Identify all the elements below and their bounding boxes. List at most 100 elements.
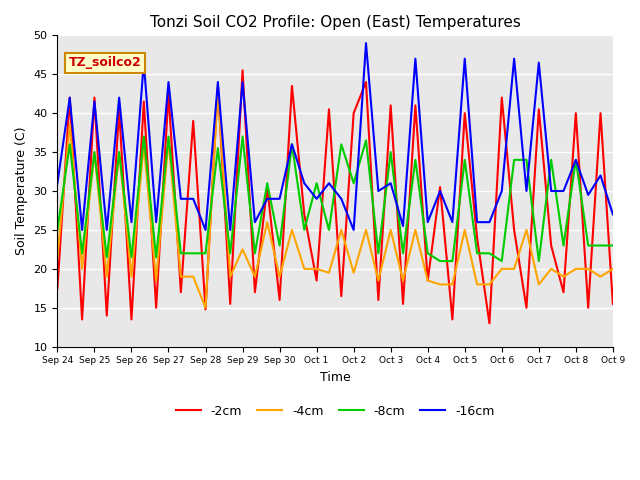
-4cm bbox=[559, 274, 567, 279]
-2cm bbox=[510, 227, 518, 233]
-8cm bbox=[596, 242, 604, 248]
-16cm bbox=[177, 196, 185, 202]
Line: -16cm: -16cm bbox=[58, 43, 613, 230]
-16cm bbox=[337, 196, 345, 202]
-4cm bbox=[436, 282, 444, 288]
-4cm bbox=[140, 142, 148, 147]
-2cm bbox=[374, 297, 382, 303]
-8cm bbox=[140, 133, 148, 139]
-8cm bbox=[127, 254, 135, 260]
-16cm bbox=[152, 219, 160, 225]
-16cm bbox=[276, 196, 284, 202]
-2cm bbox=[535, 107, 543, 112]
-4cm bbox=[510, 266, 518, 272]
-16cm bbox=[449, 219, 456, 225]
-2cm bbox=[78, 317, 86, 323]
-16cm bbox=[189, 196, 197, 202]
-4cm bbox=[325, 270, 333, 276]
-8cm bbox=[78, 251, 86, 256]
-2cm bbox=[461, 110, 468, 116]
-16cm bbox=[523, 188, 531, 194]
-8cm bbox=[387, 149, 394, 155]
-16cm bbox=[473, 219, 481, 225]
-8cm bbox=[264, 180, 271, 186]
-16cm bbox=[164, 79, 172, 85]
-8cm bbox=[313, 180, 321, 186]
-8cm bbox=[424, 251, 431, 256]
-4cm bbox=[91, 149, 99, 155]
-16cm bbox=[609, 212, 617, 217]
-8cm bbox=[251, 251, 259, 256]
-2cm bbox=[152, 305, 160, 311]
-8cm bbox=[498, 258, 506, 264]
-4cm bbox=[535, 282, 543, 288]
-2cm bbox=[251, 289, 259, 295]
-16cm bbox=[374, 188, 382, 194]
-8cm bbox=[91, 149, 99, 155]
-4cm bbox=[214, 87, 221, 93]
-4cm bbox=[498, 266, 506, 272]
-8cm bbox=[239, 133, 246, 139]
-4cm bbox=[424, 277, 431, 283]
-4cm bbox=[66, 122, 74, 128]
-4cm bbox=[387, 227, 394, 233]
-2cm bbox=[91, 95, 99, 100]
-2cm bbox=[288, 83, 296, 89]
-16cm bbox=[350, 227, 358, 233]
-8cm bbox=[152, 254, 160, 260]
-8cm bbox=[66, 142, 74, 147]
-4cm bbox=[239, 247, 246, 252]
-2cm bbox=[449, 317, 456, 323]
-2cm bbox=[54, 286, 61, 291]
-4cm bbox=[288, 227, 296, 233]
-8cm bbox=[609, 242, 617, 248]
-8cm bbox=[572, 157, 580, 163]
Legend: -2cm, -4cm, -8cm, -16cm: -2cm, -4cm, -8cm, -16cm bbox=[171, 400, 500, 423]
-16cm bbox=[399, 223, 407, 229]
-16cm bbox=[486, 219, 493, 225]
Line: -8cm: -8cm bbox=[58, 136, 613, 261]
-4cm bbox=[350, 270, 358, 276]
-4cm bbox=[584, 266, 592, 272]
-2cm bbox=[387, 103, 394, 108]
-2cm bbox=[362, 79, 370, 85]
-16cm bbox=[115, 95, 123, 100]
-16cm bbox=[412, 56, 419, 61]
-4cm bbox=[473, 282, 481, 288]
-4cm bbox=[264, 219, 271, 225]
-2cm bbox=[300, 212, 308, 217]
Line: -2cm: -2cm bbox=[58, 71, 613, 324]
-16cm bbox=[140, 60, 148, 65]
-2cm bbox=[115, 107, 123, 112]
-4cm bbox=[486, 282, 493, 288]
-16cm bbox=[227, 227, 234, 233]
-2cm bbox=[189, 118, 197, 124]
Text: TZ_soilco2: TZ_soilco2 bbox=[68, 57, 141, 70]
-8cm bbox=[584, 242, 592, 248]
-16cm bbox=[300, 180, 308, 186]
-2cm bbox=[202, 306, 209, 312]
-16cm bbox=[498, 188, 506, 194]
Line: -4cm: -4cm bbox=[58, 90, 613, 308]
-8cm bbox=[164, 133, 172, 139]
-8cm bbox=[449, 258, 456, 264]
-2cm bbox=[584, 305, 592, 311]
-8cm bbox=[189, 251, 197, 256]
-2cm bbox=[264, 184, 271, 190]
-4cm bbox=[374, 277, 382, 283]
-8cm bbox=[399, 251, 407, 256]
-2cm bbox=[498, 95, 506, 100]
-16cm bbox=[424, 219, 431, 225]
-2cm bbox=[164, 91, 172, 96]
-8cm bbox=[523, 157, 531, 163]
-16cm bbox=[313, 196, 321, 202]
-8cm bbox=[300, 227, 308, 233]
-8cm bbox=[350, 180, 358, 186]
-2cm bbox=[239, 68, 246, 73]
-8cm bbox=[288, 142, 296, 147]
-16cm bbox=[214, 79, 221, 85]
-2cm bbox=[227, 301, 234, 307]
-8cm bbox=[214, 145, 221, 151]
-16cm bbox=[91, 98, 99, 104]
-4cm bbox=[461, 227, 468, 233]
